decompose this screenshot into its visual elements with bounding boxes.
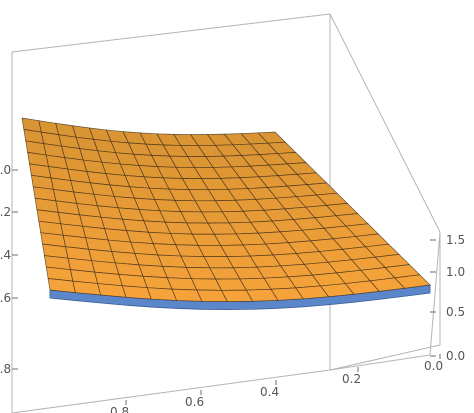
bottom-tick: 0.8 [110, 400, 129, 413]
tick-label: 0.0 [424, 359, 443, 373]
bounding-box-front [329, 231, 441, 371]
tick-label: 0.6 [185, 395, 204, 409]
box-edge [11, 369, 331, 413]
tick-label: 0.0 [446, 349, 465, 363]
tick-label: 1.5 [446, 233, 465, 247]
box-edge [329, 13, 441, 233]
left-axis: 0.0 0.2 0.4 0.6 0.8 [0, 163, 18, 376]
right-axis: 0.0 0.5 1.0 1.5 [430, 233, 465, 363]
tick-label: 0.2 [0, 205, 11, 219]
tick-label: 0.8 [0, 362, 11, 376]
bottom-tick: 0.2 [342, 367, 361, 386]
tick-label: 0.4 [0, 248, 11, 262]
box-edge [329, 354, 431, 371]
bottom-tick: 0.6 [185, 390, 204, 409]
left-tick: 0.8 [0, 362, 18, 376]
tick-label: 0.8 [110, 405, 129, 413]
upper-surface [21, 117, 431, 302]
bounding-box-back [11, 13, 441, 413]
surface-cell [97, 283, 127, 298]
left-tick: 0.4 [0, 248, 18, 262]
bottom-axis: 0.8 0.6 0.4 0.2 0.0 [110, 354, 443, 413]
tick-label: 0.6 [0, 291, 11, 305]
tick-label: 0.5 [446, 305, 465, 319]
surface-cell [47, 278, 76, 293]
right-tick: 1.0 [430, 265, 465, 279]
tick-label: 1.0 [446, 265, 465, 279]
left-tick: 0.6 [0, 291, 18, 305]
right-tick: 0.0 [430, 349, 465, 363]
right-tick: 1.5 [430, 233, 465, 247]
bottom-tick: 0.4 [260, 380, 279, 399]
right-tick: 0.5 [430, 305, 465, 319]
tick-label: 0.2 [342, 372, 361, 386]
box-edge [429, 231, 441, 356]
tick-label: 0.0 [0, 163, 11, 177]
surface-cell [72, 280, 102, 296]
left-tick: 0.2 [0, 205, 18, 219]
left-tick: 0.0 [0, 163, 18, 177]
bottom-tick: 0.0 [424, 354, 443, 373]
box-edge [11, 13, 331, 53]
tick-label: 0.4 [260, 385, 279, 399]
surface-cell [394, 274, 431, 289]
box-edge [329, 344, 441, 371]
